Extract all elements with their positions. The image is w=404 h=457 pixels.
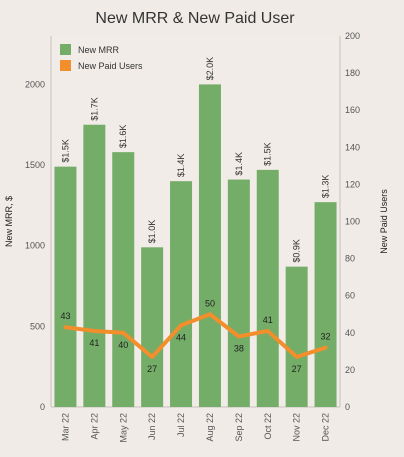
y2-tick-label: 160 bbox=[345, 105, 360, 115]
y2-tick-label: 60 bbox=[345, 291, 355, 301]
y2-tick-label: 200 bbox=[345, 31, 360, 41]
x-tick-label: Jul 22 bbox=[176, 413, 186, 437]
chart-title: New MRR & New Paid User bbox=[95, 10, 295, 27]
y2-tick-label: 20 bbox=[345, 365, 355, 375]
y2-tick-label: 100 bbox=[345, 217, 360, 227]
line-data-label: 43 bbox=[60, 311, 70, 321]
line-series bbox=[63, 312, 328, 359]
line-data-label: 27 bbox=[147, 364, 157, 374]
bar-data-label: $1.6K bbox=[118, 125, 128, 149]
bar-data-label: $2.0K bbox=[205, 57, 215, 81]
bar-data-label: $1.4K bbox=[234, 152, 244, 176]
y2-tick-label: 0 bbox=[345, 402, 350, 412]
line-data-label: 41 bbox=[263, 315, 273, 325]
x-tick-label: May 22 bbox=[118, 413, 128, 443]
bar-data-label: $0.9K bbox=[292, 239, 302, 263]
y-tick-label: 500 bbox=[30, 321, 45, 331]
bar-data-label: $1.7K bbox=[89, 97, 99, 121]
bar bbox=[285, 266, 308, 407]
line-data-label: 50 bbox=[205, 298, 215, 308]
bar-data-label: $1.5K bbox=[263, 142, 273, 166]
bar bbox=[112, 152, 135, 407]
x-tick-label: Nov 22 bbox=[292, 413, 302, 442]
x-tick-label: Aug 22 bbox=[205, 413, 215, 442]
x-tick-label: Sep 22 bbox=[234, 413, 244, 442]
x-tick-label: Oct 22 bbox=[263, 413, 273, 440]
bar bbox=[314, 202, 337, 407]
bar bbox=[227, 179, 250, 407]
legend-swatch bbox=[60, 60, 71, 71]
y2-tick-label: 40 bbox=[345, 328, 355, 338]
y2-tick-label: 180 bbox=[345, 68, 360, 78]
line-data-label: 41 bbox=[89, 338, 99, 348]
plot-area: 0 500 1000 1500 2000 0 20 40 60 80 100 120 140 160 180… bbox=[4, 31, 389, 443]
bar bbox=[170, 181, 193, 407]
y2-tick-label: 120 bbox=[345, 179, 360, 189]
y2-tick-label: 80 bbox=[345, 254, 355, 264]
bar-data-label: $1.0K bbox=[147, 220, 157, 244]
legend-label: New MRR bbox=[78, 45, 120, 55]
y-tick-label: 1000 bbox=[25, 241, 45, 251]
line-data-label: 44 bbox=[176, 332, 186, 342]
bar-data-label: $1.5K bbox=[60, 139, 70, 163]
x-tick-label: Apr 22 bbox=[89, 413, 99, 440]
y2-axis-title: New Paid Users bbox=[379, 189, 389, 254]
y2-tick-label: 140 bbox=[345, 142, 360, 152]
y-axis-title: New MRR, $ bbox=[4, 196, 14, 247]
bar bbox=[256, 169, 279, 407]
legend-label: New Paid Users bbox=[78, 61, 143, 71]
y-tick-label: 2000 bbox=[25, 79, 45, 89]
bar-data-label: $1.4K bbox=[176, 154, 186, 178]
y-tick-label: 1500 bbox=[25, 160, 45, 170]
bar bbox=[198, 84, 221, 408]
line-data-label: 27 bbox=[292, 364, 302, 374]
bar bbox=[54, 166, 77, 407]
bar-data-label: $1.3K bbox=[321, 175, 331, 199]
bar bbox=[141, 247, 164, 407]
y-tick-label: 0 bbox=[40, 402, 45, 412]
bar bbox=[83, 124, 106, 407]
x-tick-label: Jun 22 bbox=[147, 413, 157, 440]
line-data-label: 38 bbox=[234, 344, 244, 354]
legend-swatch bbox=[60, 44, 71, 55]
x-tick-label: Mar 22 bbox=[60, 413, 70, 441]
line-data-label: 40 bbox=[118, 340, 128, 350]
line-data-label: 32 bbox=[321, 332, 331, 342]
x-tick-label: Dec 22 bbox=[321, 413, 331, 442]
